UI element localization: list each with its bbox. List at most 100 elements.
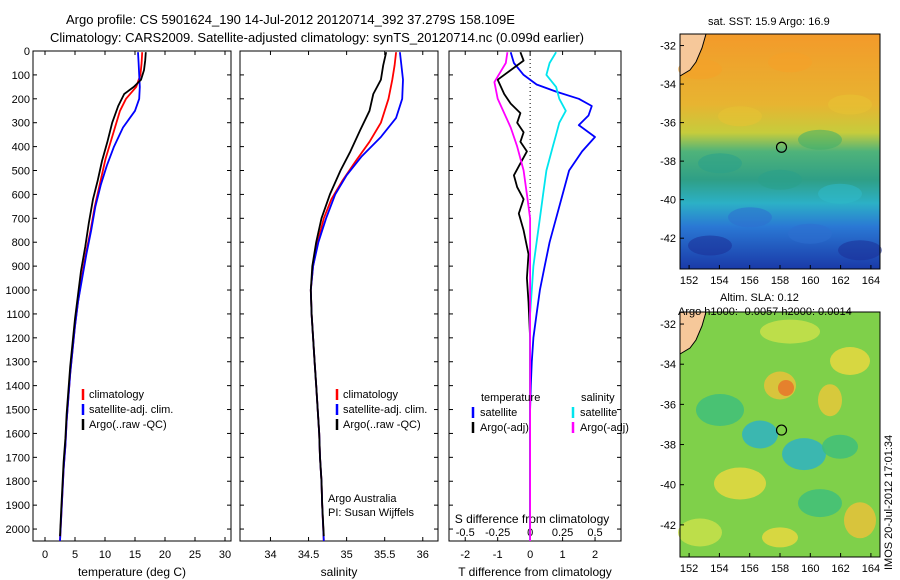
x-tick-label: 5: [72, 549, 78, 561]
argo-location-marker: [775, 424, 788, 436]
footer-stamp: IMOS 20-Jul-2012 17:01:34: [883, 434, 895, 570]
y-tick-label: 200: [12, 94, 30, 106]
x-tick-label: 34.5: [298, 549, 319, 561]
sla-blob: [830, 347, 870, 375]
sla-blob: [782, 438, 826, 471]
legend-label: satellite-adj. clim.: [89, 404, 173, 416]
sst-patch: [688, 235, 732, 256]
series-line-argo-raw-qc-: [309, 51, 388, 537]
map-x-tick-label: 160: [801, 563, 819, 575]
x-tick-label: 20: [159, 549, 171, 561]
sst-patch: [818, 183, 862, 204]
sla-blob: [696, 394, 744, 426]
y-tick-label: 400: [12, 142, 30, 154]
x-tick-label: -2: [460, 549, 470, 561]
series-line-s-satellite: [529, 51, 567, 541]
series-line-argo-raw-qc-: [59, 52, 147, 537]
legend-label: climatology: [343, 389, 399, 401]
series-line-t-satellite: [509, 51, 596, 541]
sla-blob: [778, 379, 794, 396]
y-tick-label: 1400: [6, 381, 30, 393]
s-tick-label: 0.5: [587, 527, 602, 539]
y-tick-label: 0: [24, 46, 30, 58]
legend-label: satellite: [480, 407, 517, 419]
map-y-tick-label: -34: [660, 79, 676, 91]
plot-frame: [32, 50, 232, 542]
sst-patch: [698, 153, 742, 174]
sla-blob: [714, 467, 766, 500]
map-x-tick-label: 158: [771, 563, 789, 575]
map-x-tick-label: 160: [801, 275, 819, 287]
x-axis-label: salinity: [321, 565, 358, 579]
map-x-tick-label: 164: [862, 275, 880, 287]
x-tick-label: 34: [264, 549, 276, 561]
map-y-tick-label: -38: [660, 156, 676, 168]
map-x-tick-label: 152: [680, 563, 698, 575]
y-tick-label: 1700: [6, 452, 30, 464]
x-tick-label: 0: [42, 549, 48, 561]
sla-blob: [822, 434, 858, 459]
x-tick-label: 2: [592, 549, 598, 561]
series-line-t-argo-adj-: [496, 51, 531, 537]
map-x-tick-label: 164: [862, 563, 880, 575]
series-group: [59, 52, 147, 541]
x-axis-label: temperature (deg C): [78, 565, 186, 579]
map-x-tick-label: 154: [710, 275, 728, 287]
map-x-tick-label: 156: [741, 563, 759, 575]
annotation-text: PI: Susan Wijffels: [328, 507, 414, 519]
s-tick-label: 0.25: [552, 527, 573, 539]
series-group: [493, 51, 596, 541]
map-y-tick-label: -36: [660, 399, 676, 411]
legend-label: Argo(-adj): [580, 422, 629, 434]
sla-blob: [798, 489, 842, 518]
x-tick-label: 25: [189, 549, 201, 561]
legend-title-temperature: temperature: [481, 392, 540, 404]
sst-patch: [798, 129, 842, 150]
annotation-text: Argo Australia: [328, 493, 397, 505]
x-tick-label: 0: [527, 549, 533, 561]
plot-frame: [448, 50, 622, 542]
y-tick-label: 900: [12, 261, 30, 273]
argo-location-marker: [775, 141, 788, 153]
chart-panel-2: 34 34.5 35 35.5 36 salinity climatology satelli…: [239, 50, 439, 579]
y-tick-label: 1900: [6, 500, 30, 512]
sla-blob: [742, 420, 778, 449]
sst-patch: [718, 106, 762, 127]
sst-map: 152 154 156 158 160 162 164 -32 -34 -36 -38 -40 -42: [660, 33, 882, 287]
y-tick-label: 2000: [6, 524, 30, 536]
sst-patch: [758, 169, 802, 190]
sst-patch: [828, 94, 872, 115]
sla-blob: [760, 319, 820, 344]
s-tick-label: -0.25: [485, 527, 510, 539]
map-y-tick-label: -42: [660, 233, 676, 245]
series-group: [309, 51, 404, 541]
sst-patch: [788, 223, 832, 244]
sst-patch: [768, 52, 812, 73]
map-y-tick-label: -42: [660, 520, 676, 532]
title-line-1: Argo profile: CS 5901624_190 14-Jul-2012…: [66, 12, 515, 27]
legend-label: satellite: [580, 407, 617, 419]
map-y-tick-label: -34: [660, 359, 676, 371]
sla-blob: [762, 527, 798, 548]
y-tick-label: 700: [12, 213, 30, 225]
map-x-tick-label: 154: [710, 563, 728, 575]
sla-map-title-2: Argo h1000: -0.0057 h2000: 0.0014: [678, 306, 852, 318]
map-y-tick-label: -36: [660, 118, 676, 130]
map-y-tick-label: -32: [660, 319, 676, 331]
chart-panel-3: -2 -1 0 1 2 T difference from climatology -0.5…: [448, 50, 629, 579]
legend-title-salinity: salinity: [581, 392, 615, 404]
y-tick-label: 1800: [6, 476, 30, 488]
y-tick-label: 600: [12, 189, 30, 201]
y-tick-label: 1500: [6, 405, 30, 417]
x-tick-label: 30: [219, 549, 231, 561]
y-tick-label: 1100: [6, 309, 30, 321]
legend-label: Argo(..raw -QC): [343, 419, 421, 431]
x-axis-label: T difference from climatology: [458, 565, 612, 579]
s-tick-label: -0.5: [456, 527, 475, 539]
x-tick-label: 35: [340, 549, 352, 561]
map-y-tick-label: -40: [660, 195, 676, 207]
legend-label: climatology: [89, 389, 145, 401]
x-tick-label: 35.5: [374, 549, 395, 561]
map-x-tick-label: 152: [680, 275, 698, 287]
